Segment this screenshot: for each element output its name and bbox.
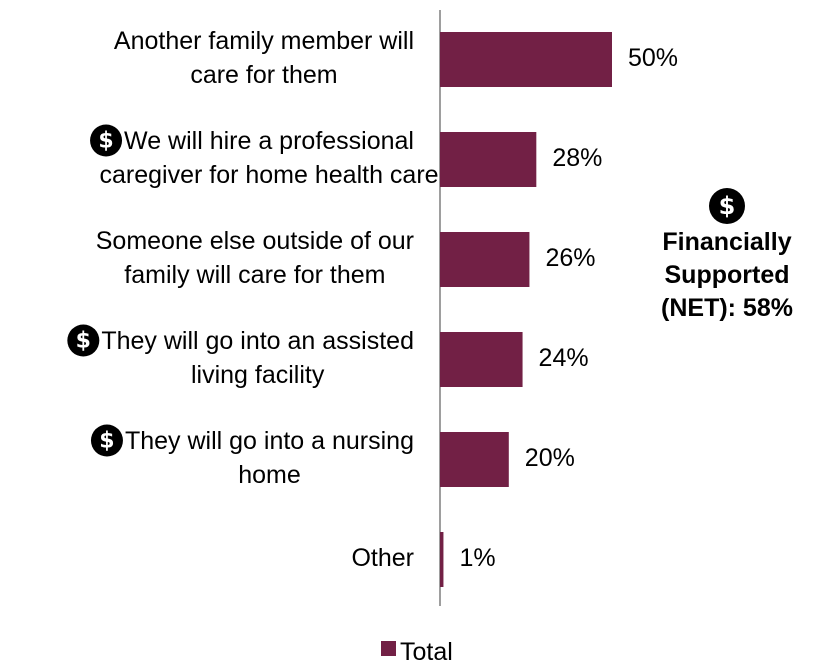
data-labels: 50% 28% 26% 24% 20% 1%: [459, 44, 678, 572]
category-label-line: living facility: [191, 361, 325, 389]
category-label-line: Other: [351, 544, 414, 572]
data-label: 50%: [628, 44, 678, 72]
category-label-line: We will hire a professional: [124, 127, 414, 155]
category-labels: Another family member will care for them W…: [67, 27, 439, 572]
bar: [440, 332, 523, 387]
svg-text:$: $: [98, 129, 113, 154]
legend: Total: [381, 638, 453, 662]
bar: [440, 532, 444, 587]
net-annotation: $ Financially Supported (NET): 58%: [661, 188, 793, 322]
bar: [440, 32, 612, 87]
category-label-line: family will care for them: [124, 261, 385, 289]
dollar-icon: $: [90, 424, 123, 457]
net-dollar-icon: $: [709, 188, 745, 224]
category-label-line: They will go into an assisted: [101, 327, 414, 355]
net-line-1: Financially: [662, 228, 791, 256]
dollar-icon: $: [67, 324, 100, 357]
category-label-line: caregiver for home health care: [99, 161, 438, 189]
svg-text:$: $: [76, 329, 91, 354]
data-label: 1%: [459, 544, 495, 572]
dollar-icon: $: [90, 124, 123, 157]
data-label: 24%: [539, 344, 589, 372]
legend-label: Total: [400, 638, 453, 662]
net-line-2: Supported: [665, 261, 790, 289]
category-label-line: They will go into a nursing: [125, 427, 414, 455]
bar: [440, 132, 537, 187]
net-line-3: (NET): 58%: [661, 294, 793, 322]
category-label-line: Someone else outside of our: [96, 227, 414, 255]
data-label: 26%: [545, 244, 595, 272]
bars-layer: [440, 32, 612, 587]
bar: [440, 432, 509, 487]
category-label-line: home: [238, 461, 301, 489]
data-label: 28%: [552, 144, 602, 172]
category-label-line: care for them: [190, 61, 337, 89]
data-label: 20%: [525, 444, 575, 472]
bar: [440, 232, 530, 287]
category-label-line: Another family member will: [114, 27, 414, 55]
svg-text:$: $: [99, 429, 114, 454]
legend-swatch: [381, 641, 396, 656]
svg-text:$: $: [719, 192, 736, 220]
